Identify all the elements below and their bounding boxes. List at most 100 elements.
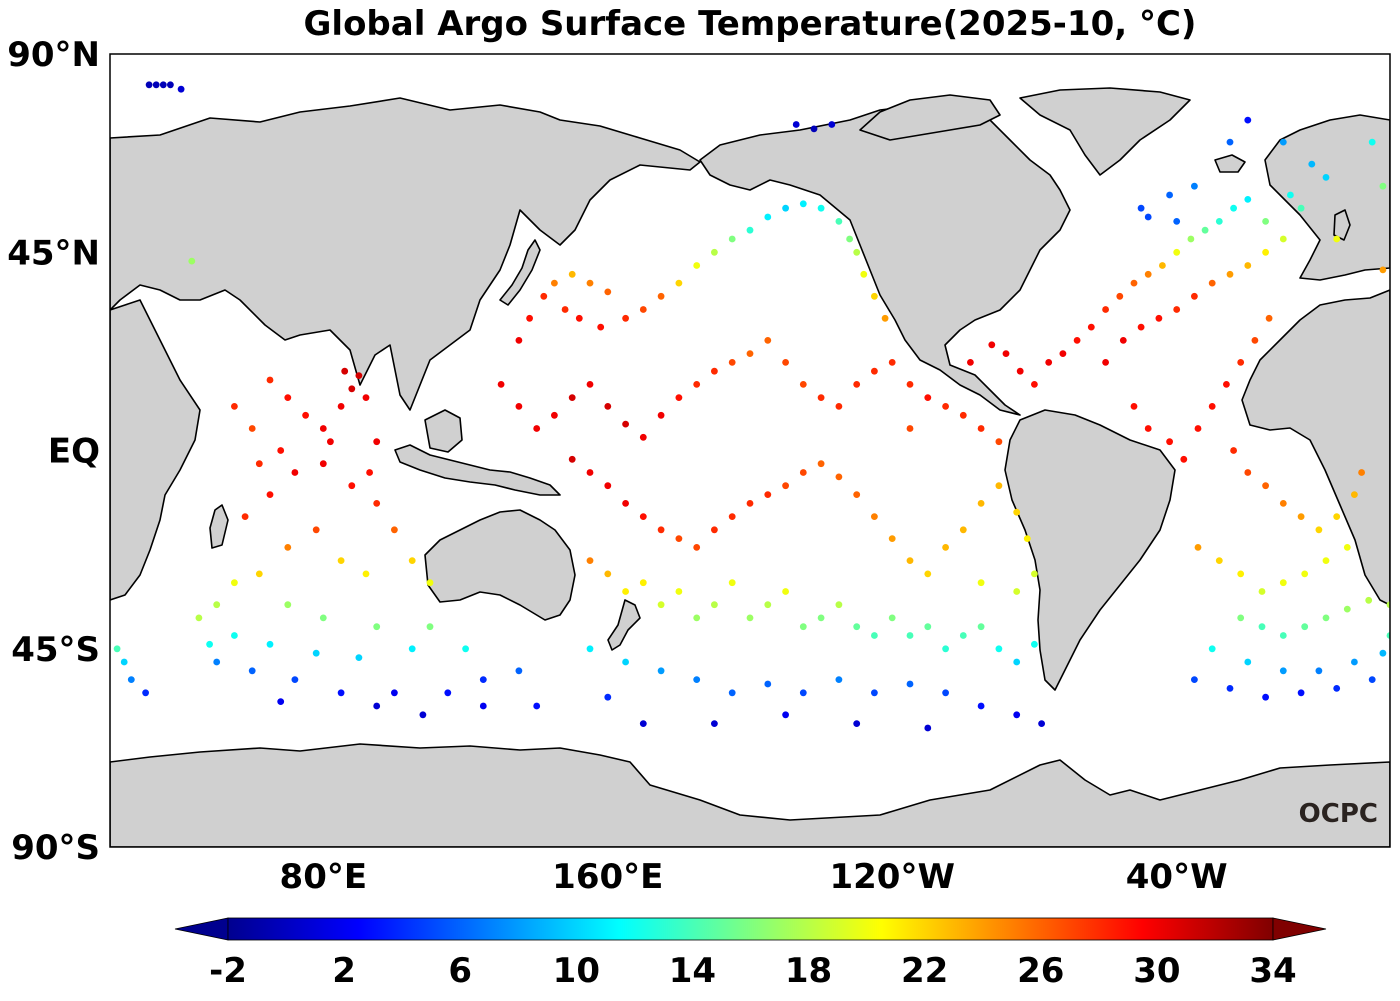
argo-float-point <box>799 689 807 697</box>
argo-float-point <box>693 614 701 622</box>
argo-float-point <box>312 526 320 534</box>
argo-float-point <box>277 698 285 705</box>
argo-float-point <box>231 579 238 587</box>
argo-float-point <box>1194 425 1202 432</box>
argo-float-point <box>764 491 772 498</box>
argo-float-point <box>373 438 381 446</box>
argo-float-point <box>604 570 612 578</box>
argo-float-point <box>675 279 683 287</box>
argo-float-point <box>1333 513 1341 520</box>
argo-float-point <box>871 632 878 639</box>
argo-float-point <box>1279 500 1287 507</box>
longitude-tick-label: 120°W <box>829 857 954 897</box>
colorbar-tick-label: -2 <box>209 951 247 991</box>
argo-float-point <box>373 623 381 631</box>
argo-float-point <box>846 235 853 243</box>
argo-float-point <box>693 381 701 388</box>
argo-float-point <box>1166 191 1173 199</box>
argo-float-point <box>266 640 274 648</box>
colorbar-gradient <box>227 917 1274 941</box>
argo-float-point <box>1226 138 1234 146</box>
argo-float-point <box>959 632 967 639</box>
argo-float-point <box>924 394 932 401</box>
argo-float-point <box>835 403 843 410</box>
argo-float-point <box>1258 623 1266 631</box>
argo-float-point <box>835 473 843 481</box>
argo-float-point <box>551 279 558 287</box>
colorbar-tick-label: 22 <box>901 951 948 991</box>
argo-float-point <box>1297 513 1305 520</box>
argo-float-point <box>533 702 541 710</box>
argo-float-point <box>622 658 629 666</box>
argo-float-point <box>1087 323 1095 331</box>
argo-float-point <box>159 81 167 89</box>
argo-float-point <box>1297 204 1305 212</box>
argo-float-point <box>959 526 967 534</box>
argo-float-point <box>1244 116 1252 124</box>
argo-float-point <box>1038 720 1045 727</box>
longitude-tick-label: 40°W <box>1126 857 1228 897</box>
argo-float-point <box>142 689 150 697</box>
argo-float-point <box>337 557 345 564</box>
argo-float-point <box>1265 314 1273 322</box>
argo-float-point <box>967 359 974 366</box>
argo-float-point <box>1223 381 1230 388</box>
argo-float-point <box>561 306 569 313</box>
argo-float-point <box>266 376 274 384</box>
argo-float-point <box>1031 640 1038 648</box>
argo-float-point <box>906 381 914 388</box>
argo-float-point <box>810 125 818 133</box>
argo-float-point <box>1173 218 1181 225</box>
argo-float-point <box>860 270 868 278</box>
argo-float-point <box>391 689 398 697</box>
argo-float-point <box>348 385 356 393</box>
argo-float-point <box>248 667 256 675</box>
uk-landmass <box>1333 209 1351 241</box>
argo-float-point <box>1144 213 1152 221</box>
argo-float-point <box>764 213 772 221</box>
argo-float-point <box>231 403 238 410</box>
argo-float-point <box>526 314 533 322</box>
argo-float-point <box>462 645 469 653</box>
japan-landmass <box>499 239 541 306</box>
argo-float-point <box>586 381 594 388</box>
argo-float-point <box>924 724 932 732</box>
argo-float-point <box>799 200 807 208</box>
argo-float-point <box>746 614 754 622</box>
latitude-tick-label: 90°S <box>11 828 100 868</box>
argo-float-point <box>977 623 985 631</box>
argo-float-point <box>782 588 789 595</box>
colorbar-tick-label: 18 <box>785 951 832 991</box>
argo-float-point <box>1023 535 1031 542</box>
argo-float-point <box>1315 526 1323 534</box>
argo-float-point <box>1102 359 1109 366</box>
argo-float-point <box>657 601 665 609</box>
argo-float-point <box>942 645 949 653</box>
argo-float-point <box>408 557 416 564</box>
argo-float-point <box>319 460 327 468</box>
argo-float-point <box>711 248 718 256</box>
argo-float-point <box>1358 469 1365 476</box>
colorbar-extend-high <box>1272 917 1327 941</box>
argo-float-point <box>728 235 736 243</box>
argo-float-point <box>515 667 523 675</box>
argo-float-point <box>782 711 789 719</box>
argo-float-point <box>906 632 914 639</box>
europe-landmass <box>1264 114 1390 281</box>
argo-float-point <box>291 676 299 683</box>
argo-float-point <box>206 640 214 648</box>
argo-float-point <box>764 337 772 344</box>
argo-float-point <box>728 359 736 366</box>
argo-float-point <box>373 702 381 710</box>
argo-float-point <box>657 292 665 300</box>
argo-float-point <box>1237 359 1245 366</box>
argo-float-point <box>586 557 594 564</box>
argo-float-point <box>995 438 1003 446</box>
argo-float-point <box>782 204 789 212</box>
argo-float-point <box>604 693 612 701</box>
argo-float-point <box>1130 403 1138 410</box>
map-frame <box>109 53 1391 848</box>
argo-float-point <box>1194 544 1202 551</box>
colorbar-extend-low <box>174 917 229 941</box>
argo-float-point <box>871 292 878 300</box>
